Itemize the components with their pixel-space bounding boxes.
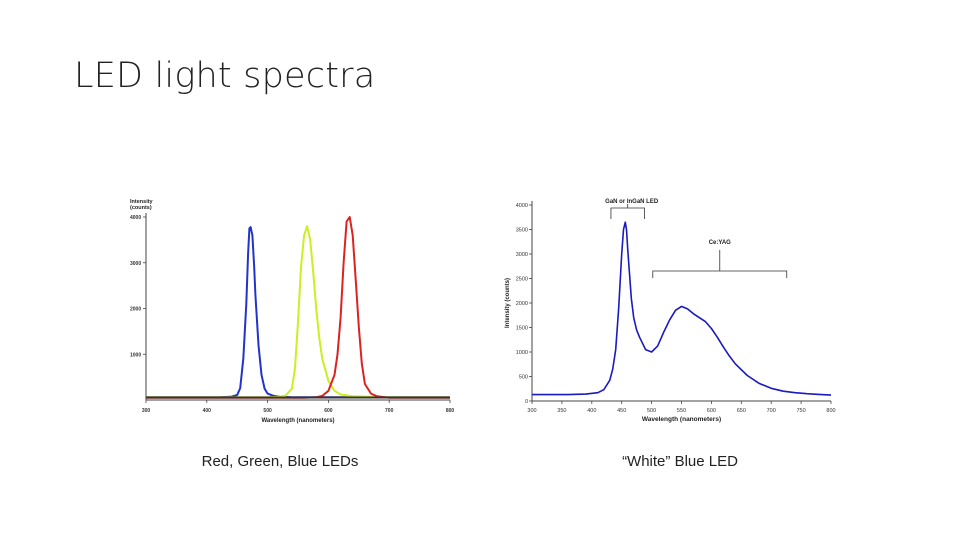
x-tick-label: 350 <box>557 408 566 414</box>
caption-rgb-leds: Red, Green, Blue LEDs <box>201 453 359 470</box>
x-tick-label: 300 <box>142 408 151 414</box>
series-line-0 <box>532 221 832 396</box>
x-tick-label: 700 <box>767 408 776 414</box>
y-tick-label: 1000 <box>516 350 528 356</box>
y-axis-label-line2: (counts) <box>130 205 152 211</box>
x-tick-label: 500 <box>647 408 656 414</box>
x-tick-label: 700 <box>385 408 394 414</box>
y-tick-label: 3000 <box>130 261 141 267</box>
y-axis-label: Intensity (counts) <box>505 278 511 328</box>
slide-title: LED light spectra <box>74 56 376 96</box>
x-tick-label: 400 <box>587 408 596 414</box>
annotation-gan-bracket <box>610 207 645 219</box>
y-tick-label: 4000 <box>130 215 141 221</box>
y-tick-label: 3000 <box>516 252 528 258</box>
x-tick-label: 650 <box>737 408 746 414</box>
x-axis-label: Wavelength (nanometers) <box>261 418 334 424</box>
rgb-led-spectrum-chart: 300 400 500 600 700 800 1000 2000 3000 4000 Wavele… <box>130 199 455 424</box>
y-tick-label: 2500 <box>516 277 528 283</box>
series-line-2 <box>146 216 450 399</box>
x-tick-label: 600 <box>707 408 716 414</box>
y-tick-label: 4000 <box>516 203 528 209</box>
y-tick-label: 1000 <box>130 352 141 358</box>
annotation-ceyag-bracket <box>652 270 788 278</box>
x-tick-label: 550 <box>677 408 686 414</box>
y-tick-label: 500 <box>519 375 528 381</box>
y-tick-label: 2000 <box>516 301 528 307</box>
series-line-1 <box>146 225 450 399</box>
white-led-spectrum-chart: 300 350 400 450 500 550 600 650 700 750 800 0 500 100… <box>505 199 836 423</box>
caption-white-led: “White” Blue LED <box>622 453 738 470</box>
annotation-ceyag-label: Ce:YAG <box>709 240 731 246</box>
x-tick-label: 500 <box>263 408 272 414</box>
x-tick-label: 450 <box>617 408 626 414</box>
x-tick-label: 800 <box>826 408 835 414</box>
y-tick-label: 2000 <box>130 307 141 313</box>
x-tick-label: 800 <box>446 408 455 414</box>
x-tick-label: 400 <box>203 408 212 414</box>
x-tick-label: 750 <box>797 408 806 414</box>
annotation-gan-label: GaN or InGaN LED <box>605 199 659 205</box>
y-tick-label: 1500 <box>516 326 528 332</box>
x-axis-label: Wavelength (nanometers) <box>642 416 721 423</box>
y-tick-label: 0 <box>525 399 528 405</box>
x-tick-label: 300 <box>527 408 536 414</box>
x-tick-label: 600 <box>324 408 333 414</box>
y-axis-label-line1: Intensity <box>130 199 154 205</box>
y-tick-label: 3500 <box>516 228 528 234</box>
